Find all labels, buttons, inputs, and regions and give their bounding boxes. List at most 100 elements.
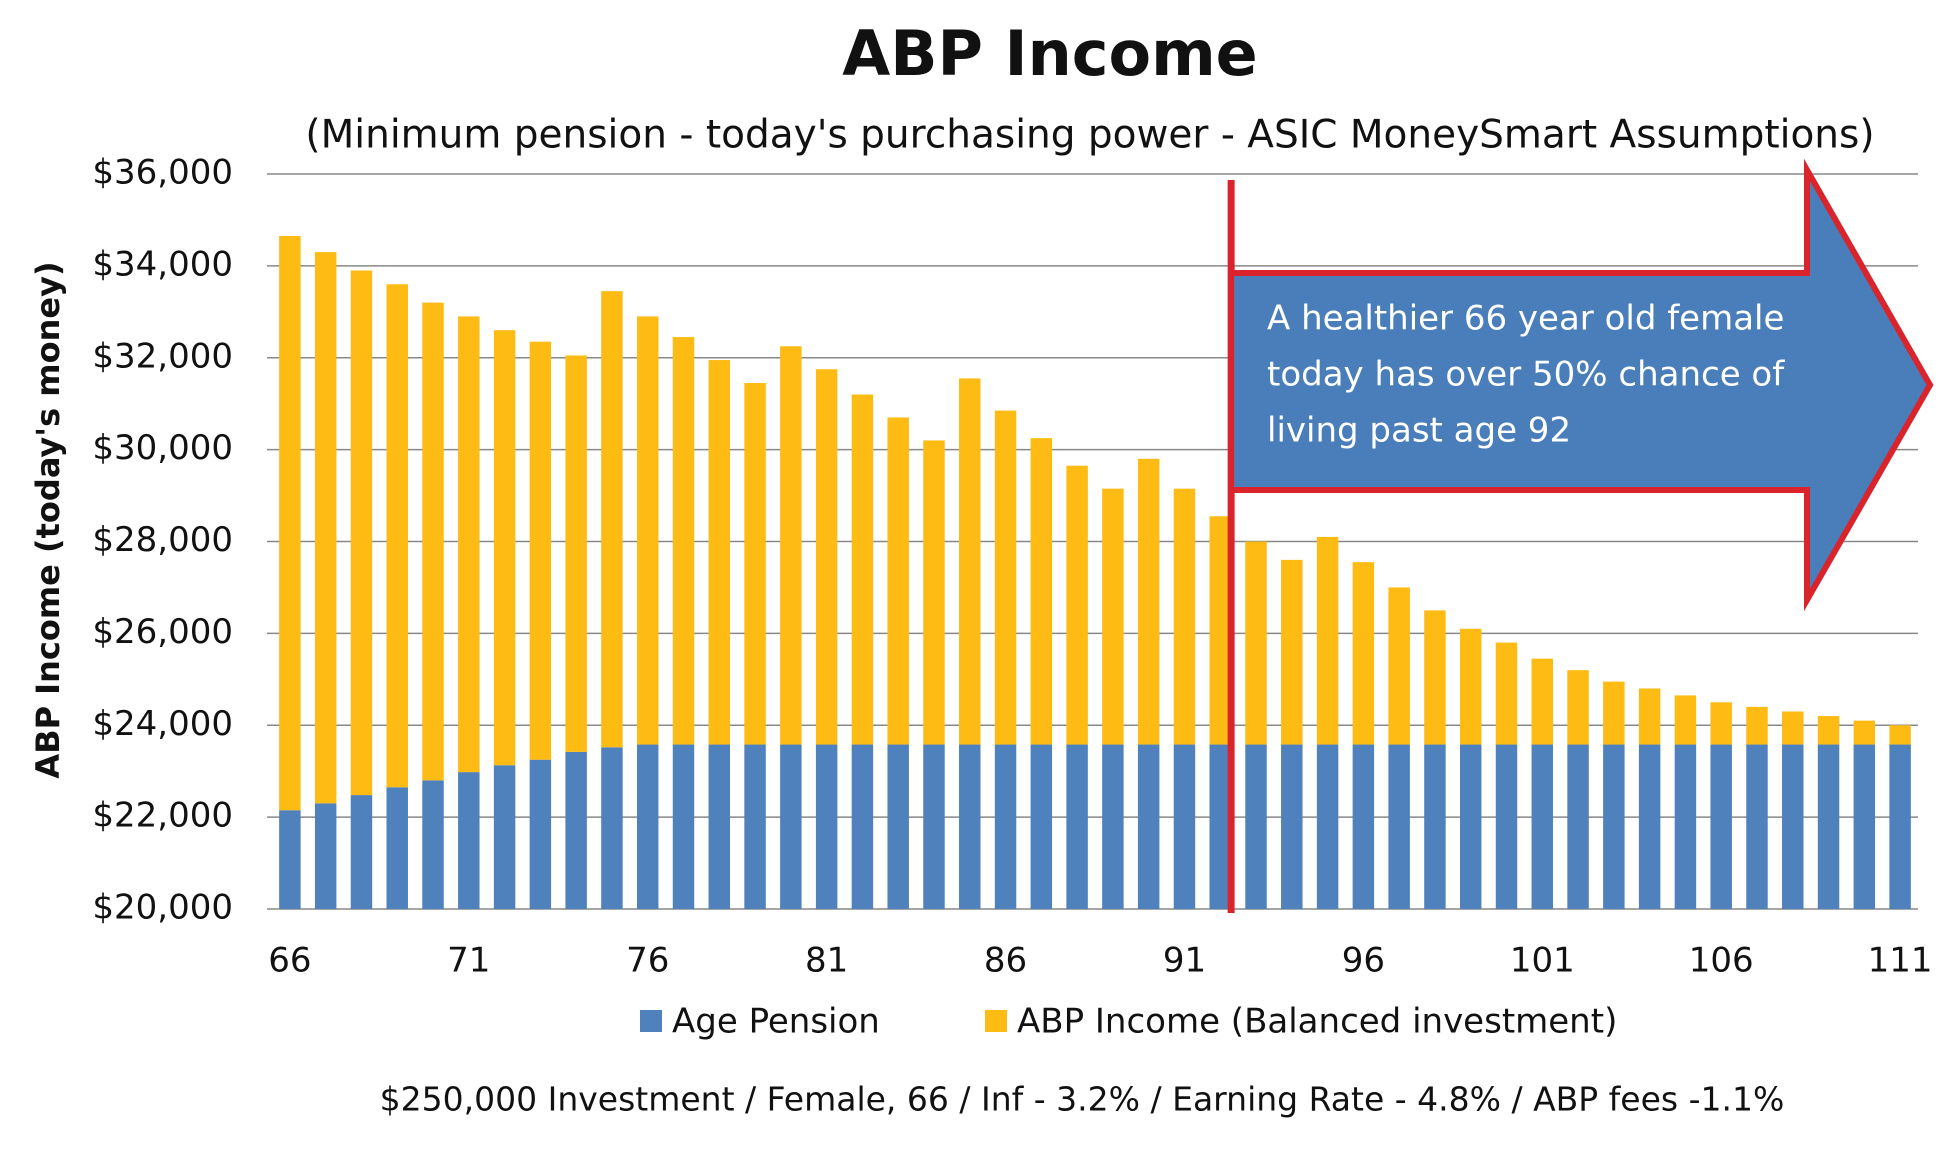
bar-segment xyxy=(458,772,480,909)
bar-segment xyxy=(386,787,408,909)
legend-label: ABP Income (Balanced investment) xyxy=(1017,1002,1617,1042)
bar-segment xyxy=(1066,465,1088,745)
bar-segment xyxy=(1531,658,1554,745)
bar-segment xyxy=(1281,744,1303,909)
bar-segment xyxy=(672,337,695,745)
bar-segment xyxy=(565,355,587,752)
bar-segment xyxy=(959,378,981,745)
bar-segment xyxy=(1316,744,1339,909)
bar-segment xyxy=(815,744,838,909)
bar-segment xyxy=(1674,744,1697,909)
bar-segment xyxy=(1030,744,1053,909)
y-tick-label: $36,000 xyxy=(92,153,233,193)
bar-segment xyxy=(529,341,552,760)
bar-segment xyxy=(1817,716,1840,745)
bar-segment xyxy=(1459,628,1482,745)
bar-segment xyxy=(636,744,659,909)
bar-segment xyxy=(1603,744,1625,909)
y-tick-label: $32,000 xyxy=(92,336,233,376)
y-axis-title: ABP Income (today's money) xyxy=(29,261,67,778)
bar-segment xyxy=(887,744,909,909)
y-tick-label: $28,000 xyxy=(92,520,233,560)
bar-segment xyxy=(1567,670,1589,745)
bar-segment xyxy=(458,316,480,773)
bar-segment xyxy=(1531,744,1554,909)
x-tick-label: 111 xyxy=(1868,941,1933,981)
footnote: $250,000 Investment / Female, 66 / Inf -… xyxy=(380,1080,1785,1119)
bar-segment xyxy=(887,417,909,745)
bar-segment xyxy=(1173,488,1196,745)
bar-segment xyxy=(1030,438,1053,745)
bar-segment xyxy=(529,759,552,909)
bar-segment xyxy=(1746,744,1768,909)
x-tick-label: 66 xyxy=(268,941,311,981)
bar-segment xyxy=(1137,744,1160,909)
y-tick-label: $30,000 xyxy=(92,428,233,468)
bar-segment xyxy=(1209,744,1231,909)
bar-segment xyxy=(1424,610,1446,745)
x-tick-label: 71 xyxy=(447,941,490,981)
x-tick-label: 106 xyxy=(1689,941,1754,981)
y-tick-label: $22,000 xyxy=(92,796,233,836)
bar-segment xyxy=(1137,458,1160,745)
bar-segment xyxy=(923,744,945,909)
bar-segment xyxy=(1567,744,1589,909)
bar-segment xyxy=(1424,744,1446,909)
bar-segment xyxy=(1782,744,1804,909)
bar-segment xyxy=(994,744,1017,909)
bar-segment xyxy=(994,410,1017,745)
bar-segment xyxy=(636,316,659,745)
bar-segment xyxy=(601,291,623,748)
bar-segment xyxy=(1674,695,1697,745)
bar-segment xyxy=(1459,744,1482,909)
bar-segment xyxy=(744,383,766,745)
bar-segment xyxy=(422,302,444,781)
bar-segment xyxy=(1102,744,1124,909)
bar-segment xyxy=(744,744,766,909)
bar-segment xyxy=(1603,681,1625,745)
bar-segment xyxy=(708,744,731,909)
bar-segment xyxy=(959,744,981,909)
bar-segment xyxy=(1495,642,1518,745)
bar-segment xyxy=(1352,562,1375,745)
bar-segment xyxy=(1352,744,1375,909)
y-tick-label: $24,000 xyxy=(92,704,233,744)
bar-segment xyxy=(1710,744,1732,909)
legend-label: Age Pension xyxy=(672,1002,880,1042)
y-tick-label: $20,000 xyxy=(92,888,233,928)
annotation-text: A healthier 66 year old female xyxy=(1267,299,1784,339)
x-tick-label: 76 xyxy=(626,941,669,981)
annotation-text: living past age 92 xyxy=(1267,411,1571,451)
bar-segment xyxy=(815,369,838,745)
bar-segment xyxy=(1853,744,1876,909)
chart-subtitle: (Minimum pension - today's purchasing po… xyxy=(305,113,1874,158)
bar-segment xyxy=(601,747,623,909)
bar-segment xyxy=(1173,744,1196,909)
bar-segment xyxy=(1388,744,1410,909)
bar-segment xyxy=(1388,587,1410,745)
bar-segment xyxy=(314,252,337,804)
bar-segment xyxy=(1281,559,1303,745)
legend-swatch xyxy=(985,1010,1007,1032)
bar-segment xyxy=(1710,702,1732,745)
bar-segment xyxy=(1316,536,1339,745)
bar-segment xyxy=(565,751,587,909)
bar-segment xyxy=(279,236,301,811)
bar-segment xyxy=(1495,744,1518,909)
bar-segment xyxy=(851,394,874,745)
bar-segment xyxy=(1638,688,1661,745)
x-tick-label: 101 xyxy=(1510,941,1575,981)
bar-segment xyxy=(350,795,373,909)
bar-segment xyxy=(1245,541,1267,745)
bar-segment xyxy=(279,810,301,909)
bar-segment xyxy=(1853,720,1876,745)
legend-swatch xyxy=(640,1010,662,1032)
bar-segment xyxy=(386,284,408,788)
bar-segment xyxy=(493,330,516,766)
bar-segment xyxy=(1817,744,1840,909)
bar-segment xyxy=(672,744,695,909)
bar-segment xyxy=(1889,725,1911,745)
bar-segment xyxy=(1066,744,1088,909)
bar-segment xyxy=(1746,706,1768,745)
